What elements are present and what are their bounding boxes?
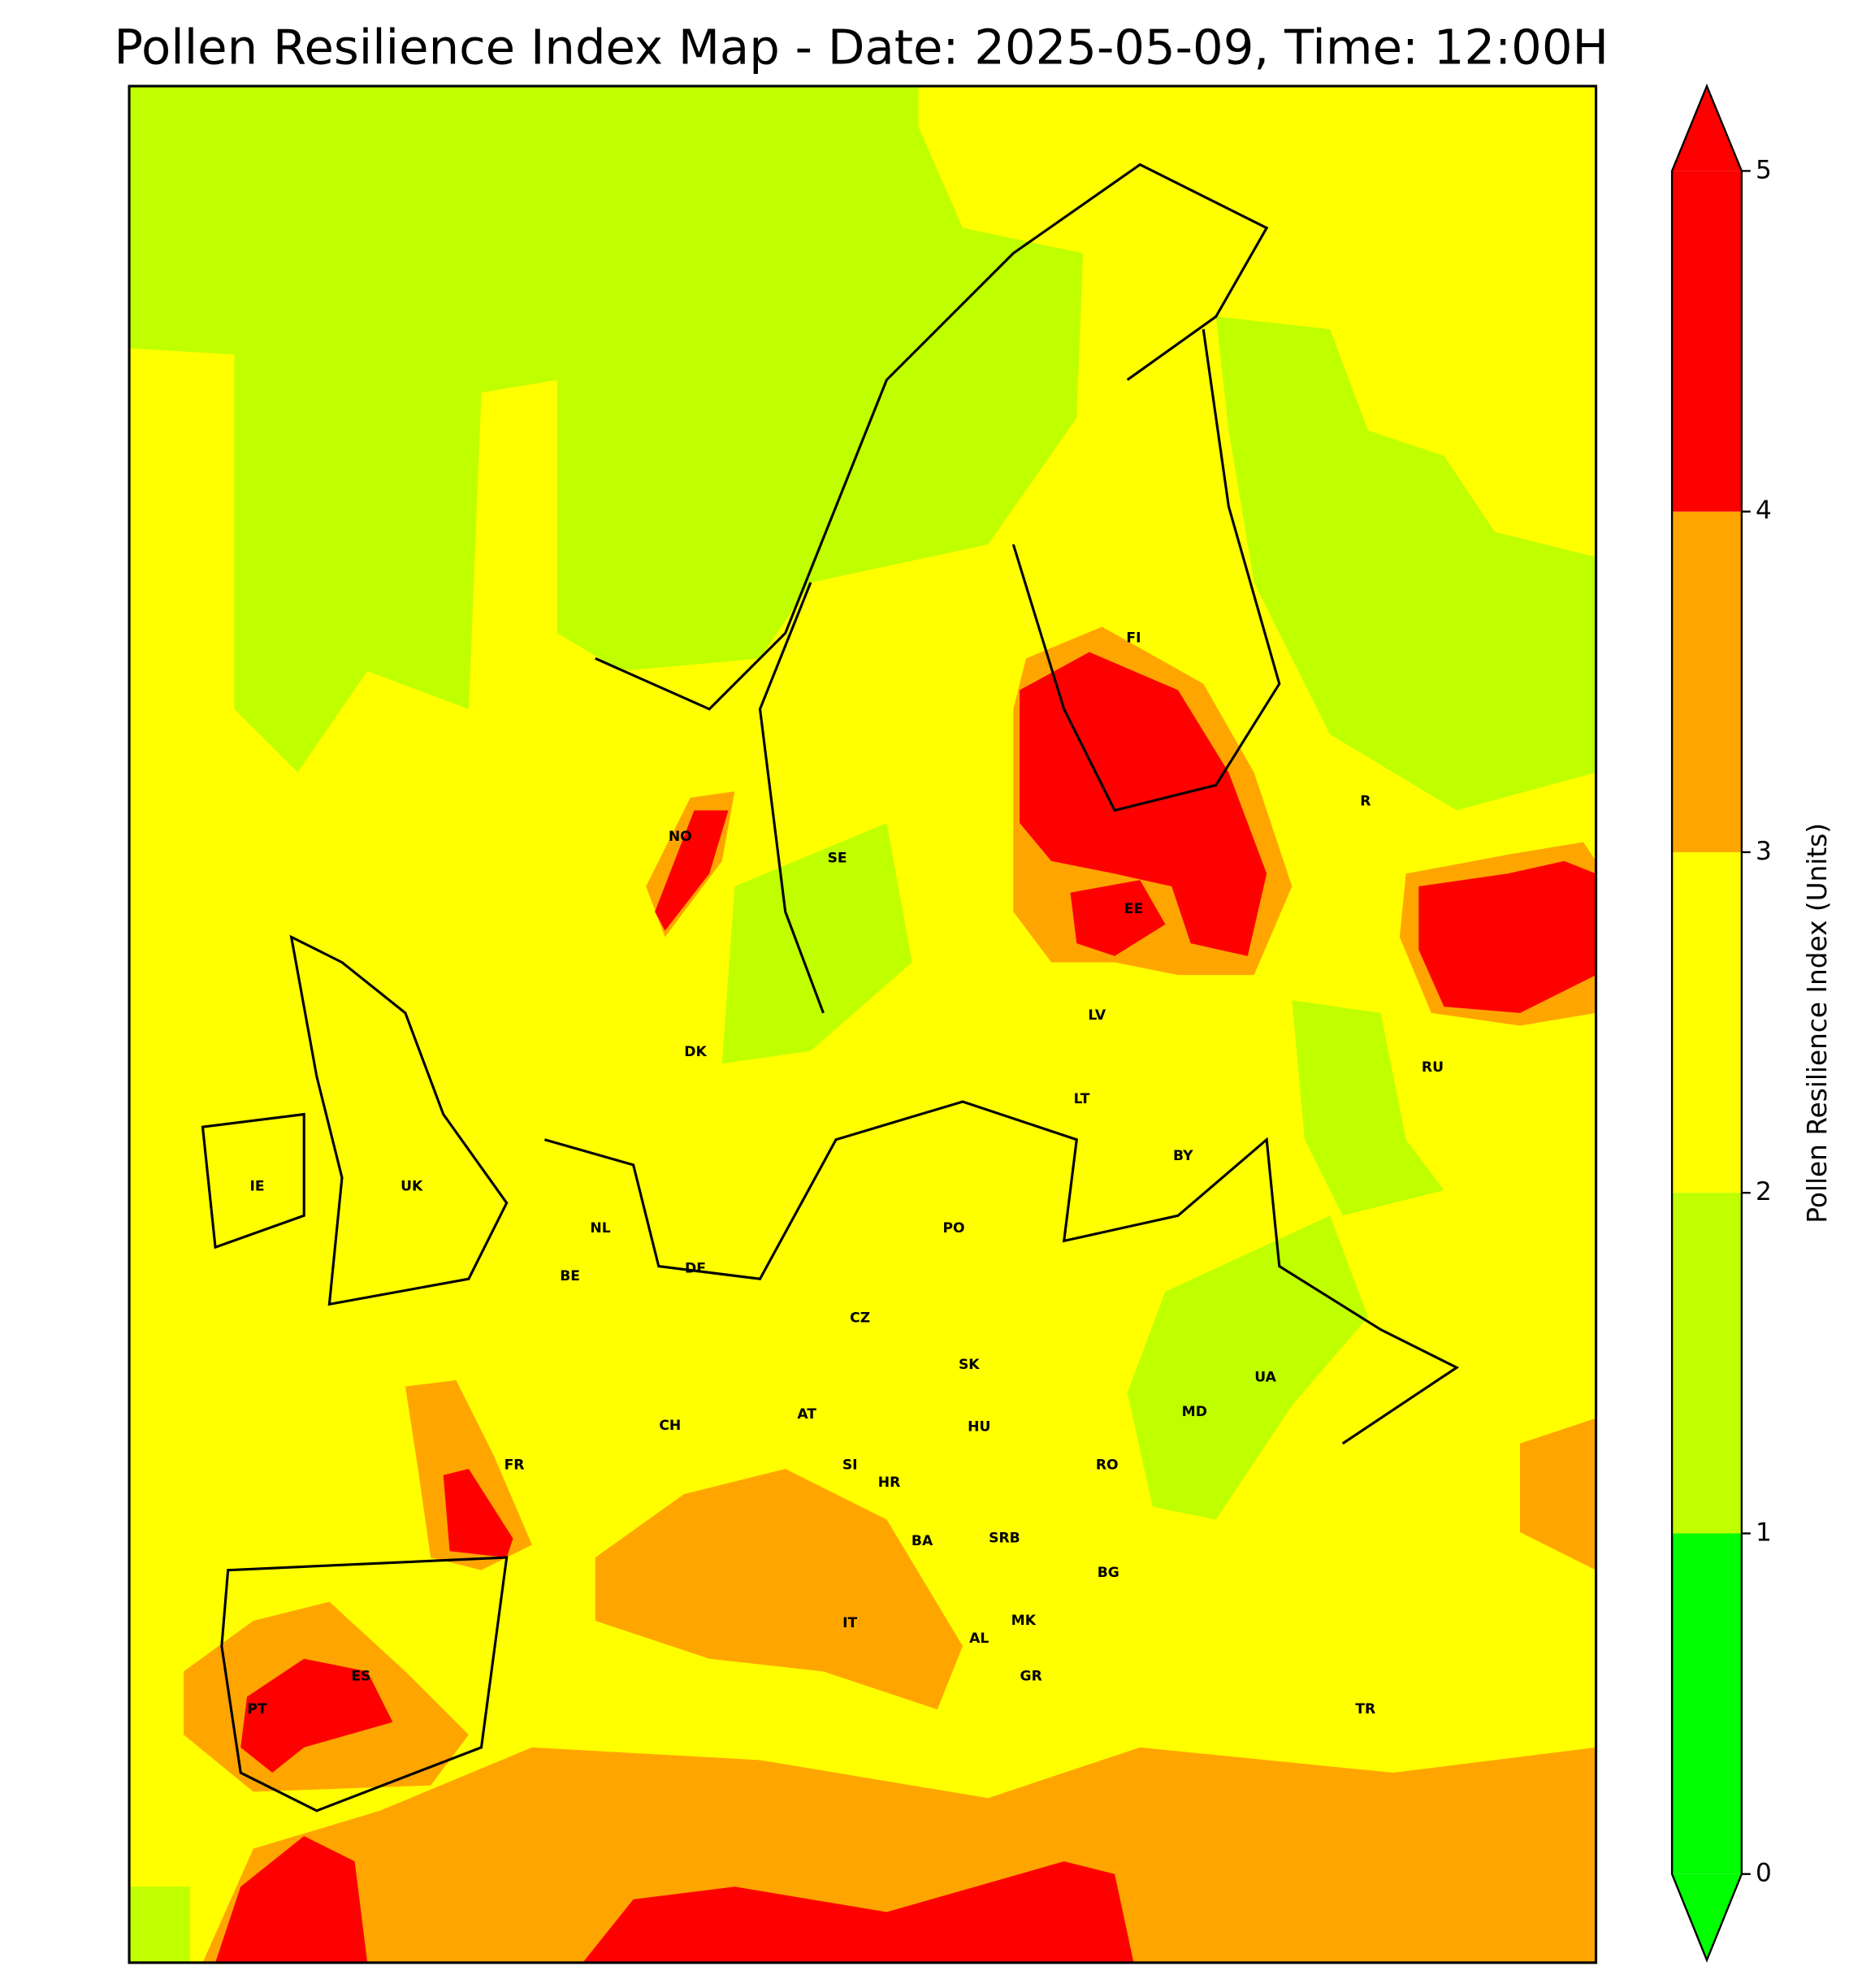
green-area [1292,1000,1444,1216]
country-label: PO [943,1220,965,1237]
country-label: CZ [850,1310,870,1327]
colorbar-tick-label: 1 [1756,1518,1772,1547]
green-area [129,85,1084,773]
colorbar-outline [1670,83,1743,1963]
colorbar-segment [1672,1533,1742,1874]
country-label: DK [684,1044,707,1060]
country-label: ES [351,1669,370,1685]
country-label: NO [669,829,692,845]
border-lines [544,329,1460,1445]
country-label: BE [560,1268,580,1284]
orange-area [1520,1418,1596,1570]
country-label: DE [685,1261,706,1277]
coastline [201,162,1269,1813]
red-area [655,810,729,931]
colorbar-tick-label: 5 [1756,155,1772,184]
map-title: Pollen Resilience Index Map - Date: 2025… [114,19,1609,75]
colorbar-segment [1672,511,1742,852]
country-label: UA [1254,1370,1276,1386]
country-label: MK [1011,1613,1037,1629]
red-area [443,1468,513,1558]
country-label: SI [842,1457,858,1473]
country-label: RO [1096,1457,1119,1473]
red-area [240,1658,393,1774]
colorbar-segment [1672,171,1742,512]
country-label: AT [797,1406,816,1423]
red-area [215,1835,368,1963]
country-label: BA [912,1533,933,1549]
green-area [129,1886,190,1963]
orange-area [202,1747,1596,1963]
red-area [1418,860,1596,1013]
country-label: EE [1124,901,1143,917]
country-label: IE [249,1178,264,1194]
green-area [1215,316,1596,811]
green-area [1127,1215,1368,1520]
colorbar-extension [1672,1873,1742,1960]
country-label: LV [1088,1007,1106,1024]
red-area [582,1861,1134,1963]
colorbar-tick-label: 0 [1756,1859,1772,1888]
country-label: CH [659,1418,681,1434]
colorbar-label: Pollen Resilience Index (Units) [1802,823,1833,1224]
country-label: R [1360,794,1371,810]
country-label: PT [247,1701,267,1717]
country-label: SK [959,1357,980,1373]
country-label: SRB [989,1531,1020,1547]
country-label: NL [590,1220,610,1237]
colorbar-segment [1672,1193,1742,1534]
map: NO SE FI EE LV LT DK IE UK NL BE DE PO BY RU R CZ SK AT CH H… [128,84,1598,1964]
country-label: HU [968,1419,990,1436]
country-label: LT [1074,1091,1090,1107]
country-label: HR [878,1475,901,1491]
colorbar-tick-label: 4 [1756,496,1772,526]
country-label: IT [842,1615,857,1631]
colorbar-extension [1672,85,1742,171]
green-area [721,823,912,1064]
country-label: MD [1182,1404,1207,1420]
orange-area [595,1468,963,1710]
country-label: TR [1355,1701,1375,1717]
country-label: UK [401,1178,423,1194]
country-label: RU [1422,1059,1444,1076]
country-label: FI [1126,630,1141,647]
colorbar-segment [1672,851,1742,1193]
colorbar-tick-label: 3 [1756,837,1772,866]
country-label: FR [504,1457,525,1473]
country-label: AL [969,1631,989,1647]
map-frame [128,84,1598,1964]
colorbar-tick-label: 2 [1756,1177,1772,1206]
country-label: BG [1098,1565,1119,1581]
country-label: SE [828,851,847,867]
country-label: GR [1020,1669,1042,1685]
red-area [1070,880,1166,956]
country-label: BY [1173,1148,1193,1164]
colorbar: 0 1 2 3 4 5 [1670,83,1772,1963]
